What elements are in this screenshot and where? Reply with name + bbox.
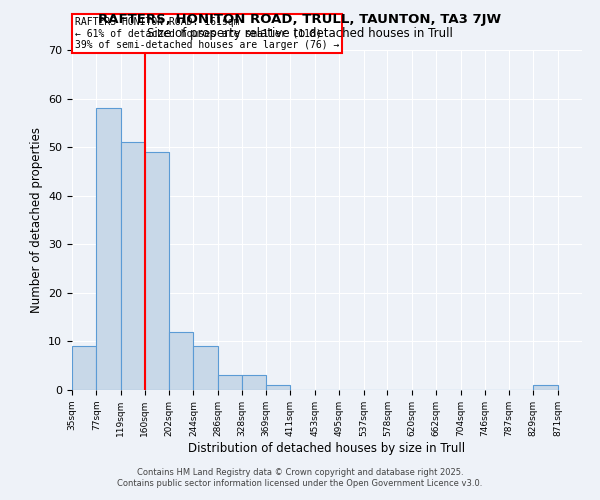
Text: RAFTERS HONITON ROAD: 161sqm
← 61% of detached houses are smaller (118)
39% of s: RAFTERS HONITON ROAD: 161sqm ← 61% of de… xyxy=(74,17,339,50)
Bar xyxy=(145,152,169,390)
Bar xyxy=(218,376,242,390)
Bar xyxy=(266,385,290,390)
Bar xyxy=(193,346,218,390)
Y-axis label: Number of detached properties: Number of detached properties xyxy=(29,127,43,313)
Bar xyxy=(242,376,266,390)
Bar xyxy=(72,346,97,390)
Bar xyxy=(533,385,557,390)
Text: Contains HM Land Registry data © Crown copyright and database right 2025.
Contai: Contains HM Land Registry data © Crown c… xyxy=(118,468,482,487)
Bar xyxy=(97,108,121,390)
Text: RAFTERS, HONITON ROAD, TRULL, TAUNTON, TA3 7JW: RAFTERS, HONITON ROAD, TRULL, TAUNTON, T… xyxy=(98,12,502,26)
Bar xyxy=(121,142,145,390)
X-axis label: Distribution of detached houses by size in Trull: Distribution of detached houses by size … xyxy=(188,442,466,454)
Bar xyxy=(169,332,193,390)
Text: Size of property relative to detached houses in Trull: Size of property relative to detached ho… xyxy=(147,28,453,40)
